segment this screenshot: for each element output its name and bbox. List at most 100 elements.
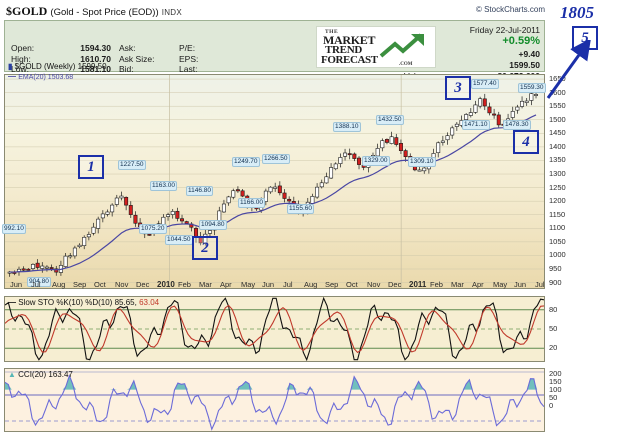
low-value: 1581.10 bbox=[80, 64, 111, 74]
x-axis-tick: Apr bbox=[220, 280, 232, 289]
x-axis-tick: Oct bbox=[94, 280, 106, 289]
sto-d-value: 63.04 bbox=[139, 298, 160, 307]
cci-y-tick: 100 bbox=[549, 384, 562, 394]
price-y-tick: 1600 bbox=[549, 87, 566, 97]
cci-y-tick: 50 bbox=[549, 392, 558, 402]
x-axis-tick: May bbox=[493, 280, 508, 289]
last-value: 1599.50 bbox=[509, 60, 540, 70]
x-axis-tick: Dec bbox=[388, 280, 402, 289]
x-axis-tick: Nov bbox=[115, 280, 129, 289]
x-axis-tick: Jul bbox=[535, 280, 545, 289]
sto-plot bbox=[5, 297, 544, 361]
sto-k-value: 85.65 bbox=[114, 298, 135, 307]
last-label-col: Last: bbox=[179, 64, 198, 74]
change-value: +9.40 bbox=[518, 49, 540, 59]
ema-swatch-icon: — bbox=[8, 72, 16, 81]
open-value: 1594.30 bbox=[80, 43, 111, 53]
symbol-ticker: $GOLD bbox=[6, 4, 48, 18]
x-axis-tick: Oct bbox=[346, 280, 358, 289]
x-axis-tick: Feb bbox=[178, 280, 191, 289]
x-axis-tick: Aug bbox=[304, 280, 318, 289]
ask-label: Ask: bbox=[119, 43, 136, 53]
price-chart-panel[interactable]: ▮ $GOLD (Weekly) 1599.50 — EMA(20) 1503.… bbox=[4, 62, 545, 289]
sto-legend: — Slow STO %K(10) %D(10) 85.65, 63.04 bbox=[8, 298, 159, 307]
price-tag: 992.10 bbox=[2, 224, 26, 234]
slow-stochastic-panel[interactable]: — Slow STO %K(10) %D(10) 85.65, 63.04 bbox=[4, 296, 545, 362]
cci-y-tick: 150 bbox=[549, 376, 562, 386]
x-axis-tick: Mar bbox=[451, 280, 464, 289]
price-tag: 1559.30 bbox=[518, 83, 546, 93]
cci-panel[interactable]: ▲ CCI(20) 163.47 bbox=[4, 368, 545, 432]
price-y-tick: 950 bbox=[549, 264, 562, 273]
price-y-tick: 1650 bbox=[549, 74, 566, 84]
price-y-tick: 1200 bbox=[549, 196, 566, 206]
price-legend-ema: — EMA(20) 1503.68 bbox=[8, 72, 73, 81]
x-axis-tick: Aug bbox=[52, 280, 66, 289]
chart-marker-1: 1 bbox=[78, 155, 104, 179]
price-tag: 1227.50 bbox=[118, 160, 146, 170]
high-value: 1610.70 bbox=[80, 53, 111, 64]
x-axis-tick: 2011 bbox=[409, 280, 427, 289]
logo-line-trend: TREND bbox=[325, 44, 363, 56]
price-tag: 1329.00 bbox=[362, 156, 390, 166]
logo-line-com: .COM bbox=[399, 62, 413, 67]
price-legend-series: ▮ $GOLD (Weekly) 1599.50 bbox=[8, 62, 107, 71]
price-y-tick: 1400 bbox=[549, 141, 566, 151]
logo-line-forecast: FORECAST bbox=[321, 54, 378, 66]
price-y-tick: 1450 bbox=[549, 128, 566, 138]
price-tag: 1577.40 bbox=[471, 79, 499, 89]
x-axis-tick: Jun bbox=[514, 280, 527, 289]
symbol-description: (Gold - Spot Price (EOD)) bbox=[50, 7, 159, 18]
price-series-label: $GOLD (Weekly) 1599.50 bbox=[14, 62, 107, 71]
chart-marker-2: 2 bbox=[192, 236, 218, 260]
price-tag: 1432.50 bbox=[376, 115, 404, 125]
price-tag: 1094.80 bbox=[199, 220, 227, 230]
chart-marker-4: 4 bbox=[513, 130, 539, 154]
quote-row: Open: 1594.30 Ask: P/E: bbox=[11, 43, 225, 54]
logo-line-market: MARKET bbox=[323, 33, 376, 47]
quote-row: High: 1610.70 Ask Size: EPS: bbox=[11, 54, 225, 65]
low-label: Low: bbox=[11, 64, 29, 74]
price-tag: 1146.80 bbox=[186, 186, 214, 196]
price-plot bbox=[5, 75, 544, 288]
sto-y-tick: 80 bbox=[549, 304, 558, 314]
series-swatch-icon: ▮ bbox=[8, 62, 13, 71]
sto-y-tick: 50 bbox=[549, 324, 558, 333]
price-y-tick: 1300 bbox=[549, 169, 566, 179]
price-y-tick: 1550 bbox=[549, 101, 566, 111]
percent-change-value: +0.59% bbox=[502, 35, 540, 47]
x-axis-tick: Apr bbox=[472, 280, 484, 289]
price-y-tick: 1050 bbox=[549, 236, 566, 246]
price-tag: 1166.00 bbox=[238, 198, 266, 208]
cci-y-tick: 200 bbox=[549, 368, 562, 378]
logo-line-the: THE bbox=[325, 29, 339, 35]
x-axis-tick: Nov bbox=[367, 280, 381, 289]
price-tag: 1478.30 bbox=[503, 120, 531, 130]
price-tag: 1309.10 bbox=[408, 157, 436, 167]
sto-y-tick: 20 bbox=[549, 343, 558, 353]
eps-label: EPS: bbox=[179, 53, 199, 64]
cci-y-tick: 0 bbox=[549, 400, 554, 410]
price-y-tick: 1100 bbox=[549, 223, 566, 233]
x-axis-tick: Mar bbox=[199, 280, 212, 289]
price-tag: 1044.50 bbox=[165, 235, 193, 245]
sto-swatch-icon: — bbox=[8, 298, 16, 307]
symbol-exchange: INDX bbox=[161, 8, 183, 17]
price-y-tick: 1350 bbox=[549, 155, 566, 165]
quote-row: Low: 1581.10 Bid: Last: bbox=[11, 64, 225, 75]
price-tag: 1155.60 bbox=[287, 204, 315, 214]
price-tag: 904.80 bbox=[27, 277, 51, 287]
high-label: High: bbox=[11, 53, 31, 64]
x-axis-tick: Feb bbox=[430, 280, 443, 289]
price-y-tick: 1500 bbox=[549, 114, 566, 124]
ask-size-label: Ask Size: bbox=[119, 53, 155, 64]
x-axis-tick: Sep bbox=[325, 280, 339, 289]
price-tag: 1075.20 bbox=[139, 224, 167, 234]
x-axis-tick: Jun bbox=[262, 280, 275, 289]
cci-label: CCI(20) 163.47 bbox=[18, 370, 73, 379]
price-y-tick: 900 bbox=[549, 277, 562, 287]
price-tag: 1163.00 bbox=[150, 181, 178, 191]
symbol-line: $GOLD (Gold - Spot Price (EOD)) INDX bbox=[6, 4, 182, 19]
price-tag: 1471.10 bbox=[462, 120, 490, 130]
